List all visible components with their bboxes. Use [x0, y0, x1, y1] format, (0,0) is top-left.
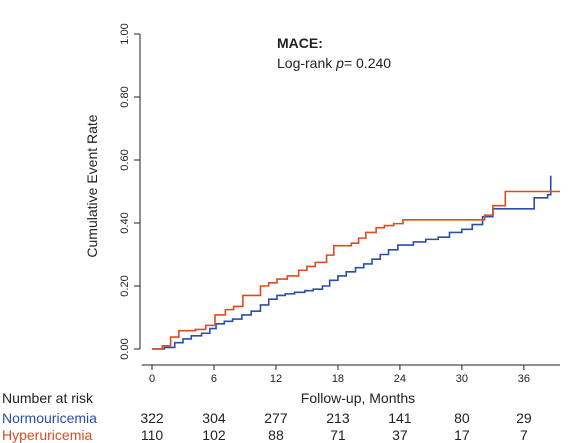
x-tick-label: 18	[332, 373, 344, 385]
x-tick-label: 12	[270, 373, 282, 385]
risk-row-label: Hyperuricemia	[2, 427, 92, 443]
risk-count: 29	[516, 410, 532, 426]
y-tick-label: 0.00	[119, 338, 131, 359]
risk-count: 110	[141, 427, 164, 443]
risk-count: 141	[388, 410, 412, 426]
risk-row-label: Normouricemia	[2, 410, 97, 426]
y-axis-label: Cumulative Event Rate	[84, 114, 100, 257]
x-tick-label: 0	[149, 373, 155, 385]
risk-count: 88	[268, 427, 284, 443]
x-tick-label: 6	[211, 373, 217, 385]
x-tick-label: 24	[394, 373, 406, 385]
y-tick-label: 0.40	[119, 212, 131, 233]
axes: 0 6 12 18 24 30 36 0.00 0.20 0.40 0.60 0.80 1.00	[119, 23, 561, 385]
risk-count: 7	[520, 427, 528, 443]
risk-count: 277	[264, 410, 288, 426]
y-tick-label: 1.00	[119, 23, 131, 44]
y-tick-label: 0.60	[119, 149, 131, 170]
risk-count: 80	[454, 410, 470, 426]
risk-table-header: Number at risk	[2, 390, 94, 406]
risk-count: 17	[454, 427, 470, 443]
curve-hyperuricemia	[152, 190, 561, 350]
risk-count: 213	[326, 410, 350, 426]
risk-count: 304	[202, 410, 226, 426]
chart-title: MACE:	[277, 35, 323, 51]
risk-table: Normouricemia 322 304 277 213 141 80 29 Hyperuri…	[2, 410, 532, 443]
chart-subtitle: Log-rank p= 0.240	[277, 55, 391, 71]
x-tick-label: 36	[518, 373, 530, 385]
risk-count: 71	[330, 427, 346, 443]
x-tick-label: 30	[456, 373, 468, 385]
x-axis-label: Follow-up, Months	[301, 390, 415, 406]
risk-count: 37	[392, 427, 408, 443]
risk-count: 322	[140, 410, 164, 426]
curve-normouricemia	[152, 175, 552, 350]
y-tick-label: 0.80	[119, 86, 131, 107]
y-tick-label: 0.20	[119, 275, 131, 296]
risk-count: 102	[202, 427, 226, 443]
curves	[152, 175, 561, 350]
